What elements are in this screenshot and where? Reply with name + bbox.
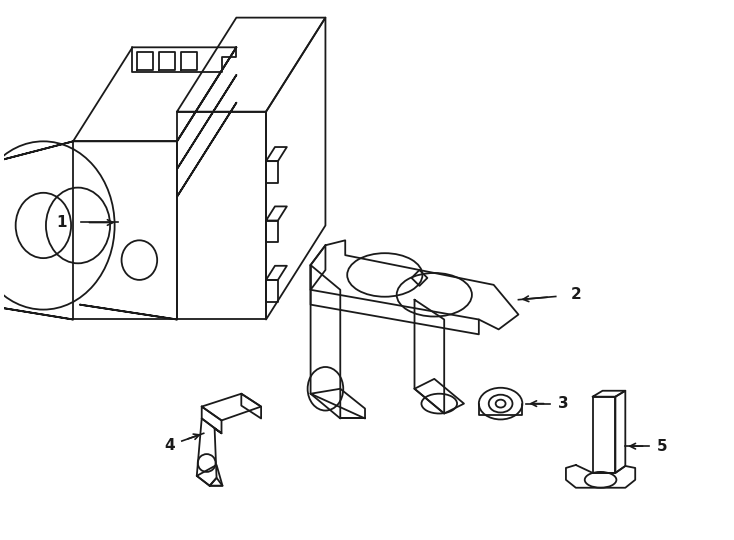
Text: 4: 4 [164, 438, 175, 453]
Text: 3: 3 [558, 396, 568, 411]
Text: 5: 5 [657, 438, 667, 454]
Text: 2: 2 [570, 287, 581, 302]
Text: 1: 1 [56, 215, 67, 230]
